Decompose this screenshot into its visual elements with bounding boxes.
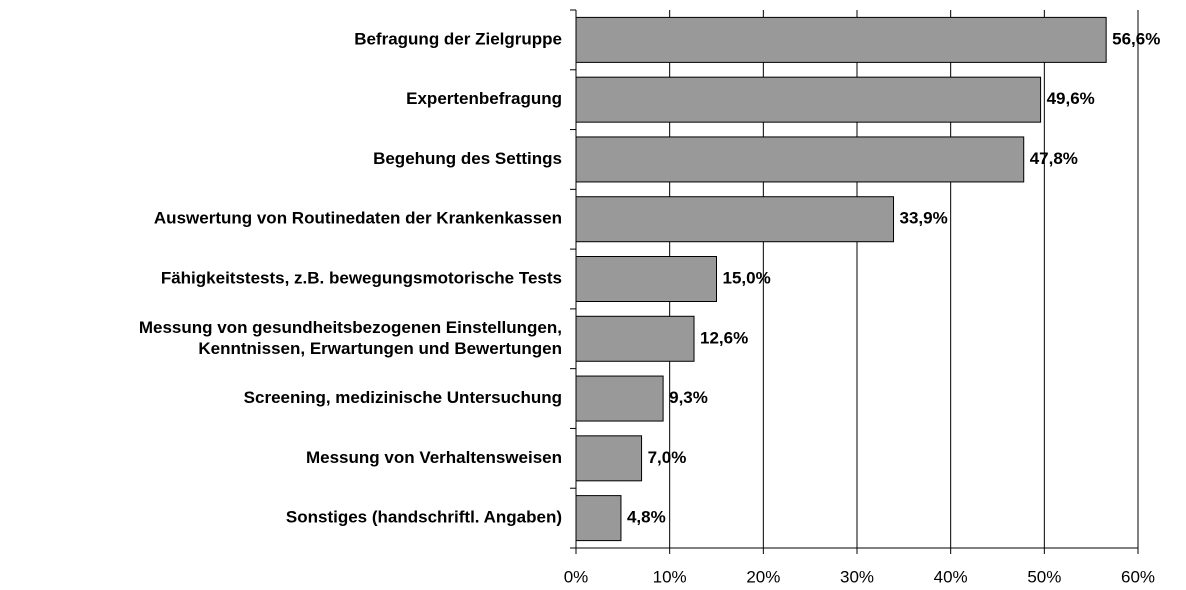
x-tick-label: 50% [1027,567,1061,586]
x-tick-label: 30% [840,567,874,586]
value-label: 9,3% [669,388,708,407]
value-label: 7,0% [648,448,687,467]
value-label: 33,9% [900,209,948,228]
y-tick-label: Expertenbefragung [406,89,562,108]
x-tick-label: 10% [653,567,687,586]
bar [575,435,643,482]
y-tick-label: Befragung der Zielgruppe [354,29,562,48]
x-tick-label: 60% [1121,567,1155,586]
x-tick-label: 0% [564,567,589,586]
value-label: 12,6% [700,328,748,347]
y-tick-label: Begehung des Settings [373,149,562,168]
bar [575,136,1025,183]
bar [575,196,895,243]
bar [575,16,1107,63]
y-tick-label: Messung von gesundheitsbezogenen Einstel… [139,318,562,337]
bar [575,76,1042,123]
bar [575,315,695,362]
bar [575,256,717,302]
bar [575,495,622,542]
value-label: 47,8% [1030,149,1078,168]
y-tick-label: Fähigkeitstests, z.B. bewegungsmotorisch… [161,268,562,287]
y-tick-label: Kenntnissen, Erwartungen und Bewertungen [198,339,562,358]
y-tick-label: Messung von Verhaltensweisen [306,448,562,467]
value-label: 56,6% [1112,29,1160,48]
x-tick-label: 40% [934,567,968,586]
y-tick-label: Auswertung von Routinedaten der Krankenk… [154,209,562,228]
value-label: 15,0% [723,268,771,287]
value-label: 4,8% [627,508,666,527]
y-tick-label: Screening, medizinische Untersuchung [244,388,562,407]
x-tick-label: 20% [746,567,780,586]
y-tick-label: Sonstiges (handschriftl. Angaben) [286,508,562,527]
value-label: 49,6% [1047,89,1095,108]
bar [575,375,664,422]
